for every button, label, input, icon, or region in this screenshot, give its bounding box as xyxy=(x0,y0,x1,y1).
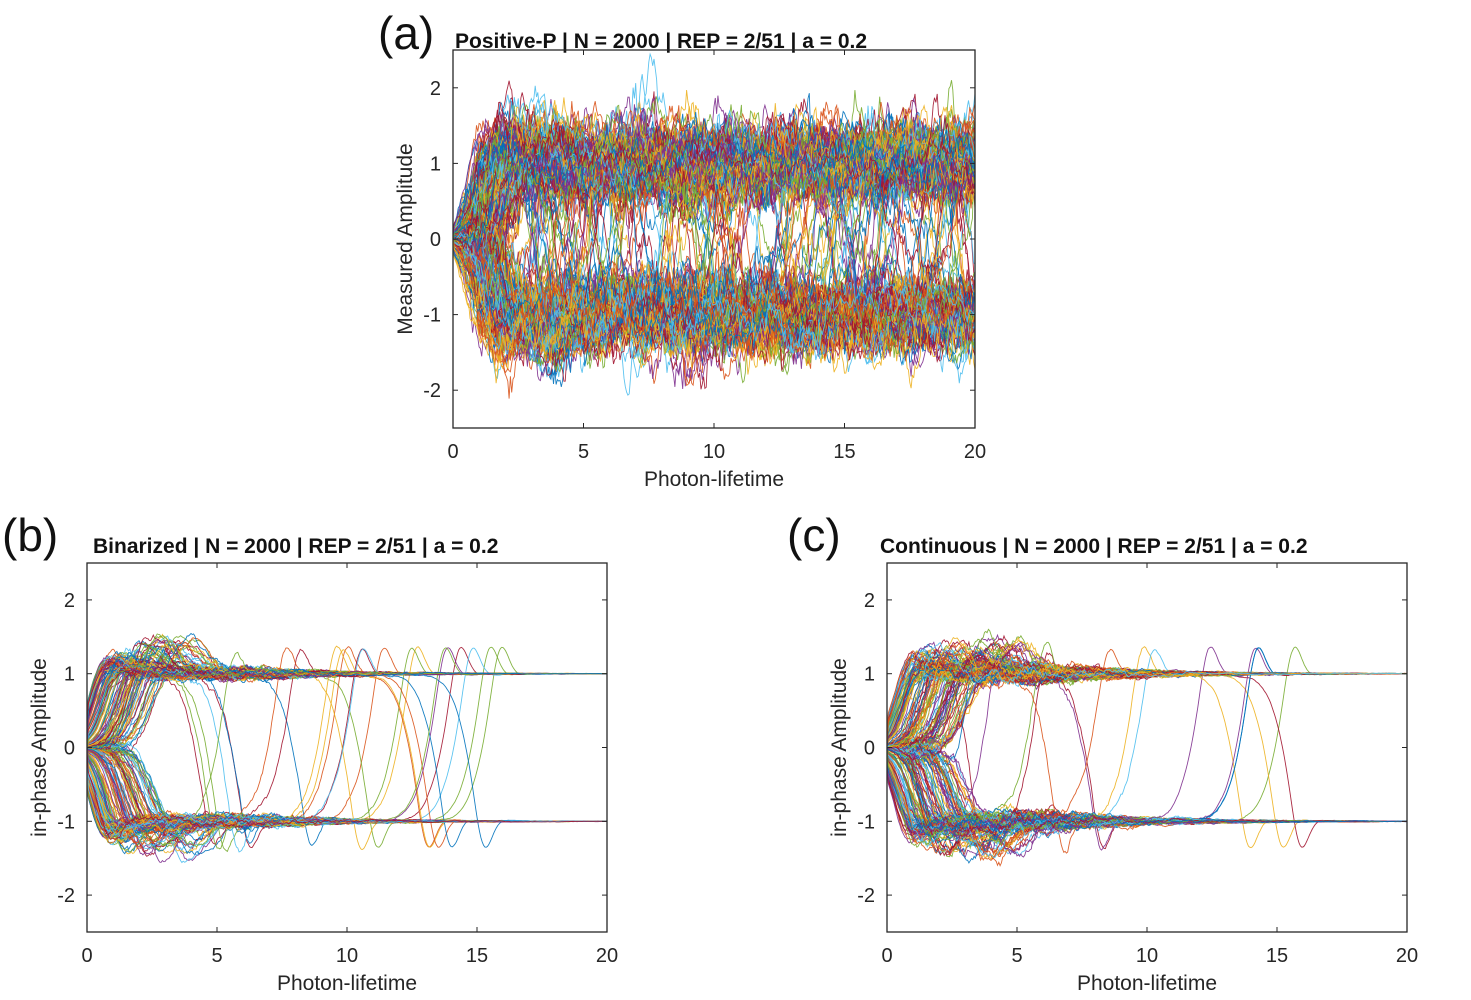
y-tick-label: -2 xyxy=(857,885,875,907)
trajectory-line xyxy=(887,745,1407,859)
chart-b: 0 5 10 15 20 -2 -1 0 1 2 Photon-lifetime in-phase A… xyxy=(28,563,618,995)
x-tick-label: 5 xyxy=(1011,945,1022,967)
y-tick-label: -1 xyxy=(857,811,875,833)
x-tick-label: 20 xyxy=(964,441,986,463)
x-tick-label: 15 xyxy=(466,945,488,967)
y-tick-label: 0 xyxy=(864,738,875,760)
y-tick-label: 1 xyxy=(430,153,441,175)
trajectory-line xyxy=(887,640,1407,748)
y-tick-label: 0 xyxy=(64,738,75,760)
trajectory-line xyxy=(87,640,607,748)
x-tick-label: 5 xyxy=(578,441,589,463)
x-axis-label: Photon-lifetime xyxy=(277,972,417,995)
axes-box-c xyxy=(887,563,1407,932)
trajectory-line xyxy=(87,670,607,748)
y-tick-label: -2 xyxy=(423,380,441,402)
x-tick-label: 10 xyxy=(336,945,358,967)
x-tick-label: 10 xyxy=(1136,945,1158,967)
trajectory-line xyxy=(87,645,607,748)
y-tick-label: 1 xyxy=(864,664,875,686)
y-tick-label: 2 xyxy=(64,590,75,612)
trajectory-line xyxy=(87,671,607,748)
x-tick-label: 0 xyxy=(81,945,92,967)
y-axis-label: in-phase Amplitude xyxy=(828,658,851,837)
trajectory-line xyxy=(87,640,607,748)
y-axis-label: Measured Amplitude xyxy=(394,143,417,334)
y-tick-label: -1 xyxy=(57,811,75,833)
x-axis-label: Photon-lifetime xyxy=(1077,972,1217,995)
chart-a: 0 5 10 15 20 -2 -1 0 1 2 Photon-lifetime Measured A… xyxy=(394,50,986,491)
y-tick-label: -1 xyxy=(423,305,441,327)
trajectory-line xyxy=(87,649,607,747)
y-axis-label: in-phase Amplitude xyxy=(28,658,51,837)
trajectory-line xyxy=(887,747,1407,858)
trajectory-line xyxy=(87,640,607,750)
x-tick-label: 10 xyxy=(703,441,725,463)
x-tick-label: 20 xyxy=(596,945,618,967)
x-tick-label: 0 xyxy=(447,441,458,463)
x-tick-label: 5 xyxy=(211,945,222,967)
trajectory-line xyxy=(887,640,1407,750)
x-tick-label: 15 xyxy=(1266,945,1288,967)
chart-c: 0 5 10 15 20 -2 -1 0 1 2 Photon-lifetime in-phase A… xyxy=(828,563,1418,995)
trajectory-line xyxy=(87,655,607,747)
y-tick-label: 2 xyxy=(864,590,875,612)
y-tick-label: 2 xyxy=(430,78,441,100)
axes-box-b xyxy=(87,563,607,932)
x-tick-label: 15 xyxy=(833,441,855,463)
trajectories-c xyxy=(887,629,1407,865)
trajectories-a xyxy=(453,54,975,398)
x-axis-label: Photon-lifetime xyxy=(644,468,784,491)
y-tick-label: -2 xyxy=(57,885,75,907)
x-tick-label: 0 xyxy=(881,945,892,967)
x-tick-label: 20 xyxy=(1396,945,1418,967)
trajectory-line xyxy=(87,646,607,749)
trajectory-line xyxy=(887,638,1407,748)
y-tick-label: 0 xyxy=(430,229,441,251)
trajectories-b xyxy=(87,634,607,863)
y-tick-label: 1 xyxy=(64,664,75,686)
